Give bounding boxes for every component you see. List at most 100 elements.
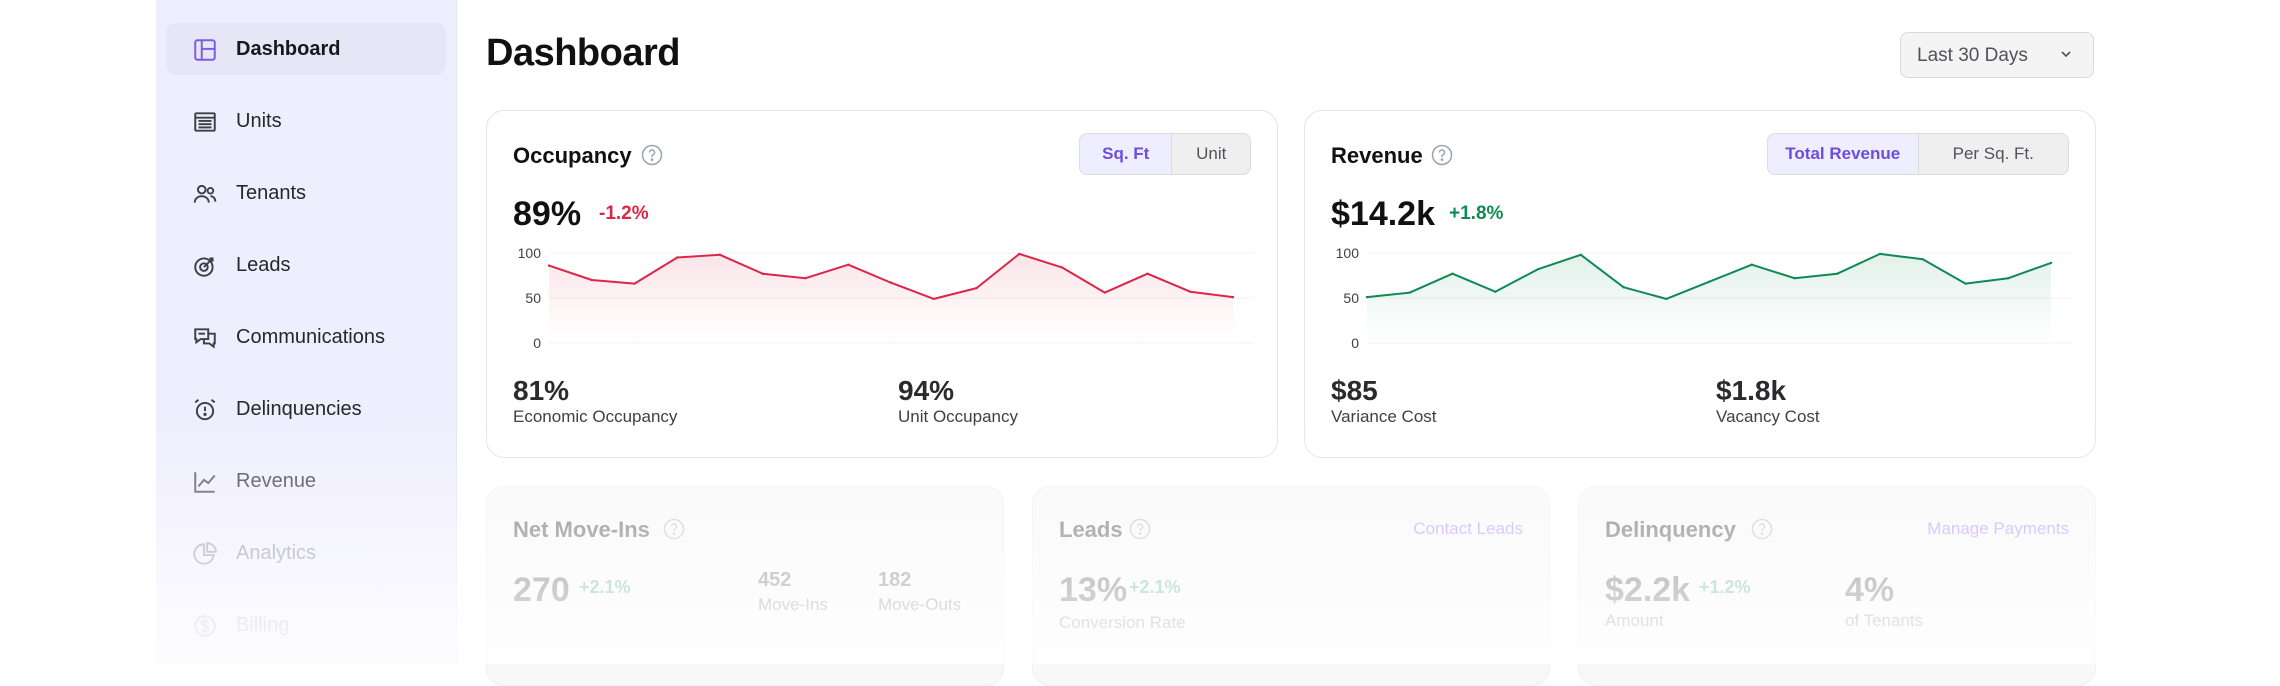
net-move-ins-delta: +2.1%	[579, 577, 631, 597]
users-icon	[192, 181, 218, 207]
manage-payments-link[interactable]: Manage Payments	[1927, 519, 2069, 538]
sidebar-item-revenue[interactable]: Revenue	[166, 455, 446, 507]
data-point	[1836, 272, 1839, 275]
data-point	[1060, 266, 1064, 269]
data-point	[1536, 268, 1540, 271]
data-point	[676, 256, 679, 259]
sidebar-item-label: Billing	[236, 614, 290, 636]
sidebar-item-label: Tenants	[236, 182, 307, 204]
help-icon[interactable]	[1431, 144, 1453, 166]
y-tick-label: 0	[533, 335, 541, 351]
sidebar-item-label: Delinquencies	[236, 398, 362, 420]
help-icon[interactable]	[641, 144, 663, 166]
stat-label: Vacancy Cost	[1716, 407, 1820, 426]
data-point	[1707, 280, 1711, 283]
data-point	[1451, 272, 1454, 275]
y-tick-label: 0	[1351, 335, 1359, 351]
pie-icon	[192, 541, 218, 567]
stat-value: 452	[758, 569, 792, 591]
sidebar-item-dashboard[interactable]: Dashboard	[166, 23, 446, 75]
revenue-value: $14.2k	[1331, 195, 1435, 233]
data-point	[2007, 277, 2010, 280]
data-point	[1793, 277, 1796, 280]
help-icon[interactable]	[1129, 518, 1151, 540]
stat-value: $85	[1331, 375, 1378, 406]
leads-card: Leads Contact Leads 13% +2.1% Conversion…	[1032, 486, 1550, 686]
sidebar-item-billing[interactable]: Billing	[166, 599, 446, 651]
data-point	[547, 264, 551, 267]
sidebar-item-delinquencies[interactable]: Delinquencies	[166, 383, 446, 435]
delinquency-delta: +1.2%	[1699, 577, 1751, 597]
sidebar-item-communications[interactable]: Communications	[166, 311, 446, 363]
delinquency-card: Delinquency Manage Payments $2.2k +1.2% …	[1578, 486, 2096, 686]
sidebar-item-label: Units	[236, 110, 282, 132]
data-point	[932, 297, 935, 301]
stat-label: Move-Outs	[878, 595, 962, 614]
toggle-sqft[interactable]: Sq. Ft	[1080, 134, 1173, 174]
data-point	[1665, 297, 1668, 301]
y-tick-label: 50	[1343, 290, 1359, 306]
card-title: Occupancy	[513, 143, 632, 168]
delinquency-value: $2.2k	[1605, 571, 1691, 609]
help-icon[interactable]	[663, 518, 685, 540]
card-title: Delinquency	[1605, 517, 1736, 542]
messages-icon	[192, 325, 218, 351]
sidebar-item-label: Revenue	[236, 470, 317, 492]
stat-value: 81%	[513, 375, 570, 406]
data-point	[633, 282, 636, 285]
help-icon[interactable]	[1751, 518, 1773, 540]
unit-toggle: Sq. Ft Unit	[1079, 133, 1251, 175]
data-point	[1189, 290, 1192, 293]
occupancy-delta: -1.2%	[599, 203, 649, 224]
date-range-select[interactable]: Last 30 Days	[1900, 32, 2094, 78]
revenue-toggle: Total Revenue Per Sq. Ft.	[1767, 133, 2069, 175]
data-point	[1921, 258, 1924, 261]
data-point	[1750, 263, 1753, 266]
y-tick-label: 100	[518, 247, 542, 261]
stat-label: Variance Cost	[1331, 407, 1437, 426]
stat-value: 4%	[1845, 571, 1895, 609]
area-fill	[549, 253, 1233, 343]
toggle-unit[interactable]: Unit	[1196, 144, 1227, 163]
stat-label: Conversion Rate	[1059, 613, 1186, 632]
sidebar-item-leads[interactable]: Leads	[166, 239, 446, 291]
net-move-ins-value: 270	[513, 571, 570, 609]
revenue-card: Revenue Total Revenue Per Sq. Ft. $14.2k…	[1304, 110, 2096, 458]
occupancy-card: Occupancy Sq. Ft Unit 89% -1.2% 100 50 0 8…	[486, 110, 1278, 458]
sidebar-item-label: Analytics	[236, 542, 317, 564]
date-range-label: Last 30 Days	[1917, 45, 2028, 66]
y-tick-label: 50	[525, 290, 541, 306]
stat-value: 182	[878, 569, 912, 591]
revenue-chart: 100 50 0	[1336, 247, 2071, 351]
page-title: Dashboard	[486, 32, 680, 74]
alarm-icon	[192, 397, 218, 423]
data-point	[1579, 253, 1582, 256]
stat-label: Move-Ins	[758, 595, 828, 614]
data-point	[847, 263, 850, 266]
data-point	[1494, 290, 1497, 293]
y-tick-label: 100	[1336, 247, 1360, 261]
data-point	[1146, 272, 1149, 275]
units-icon	[192, 109, 218, 135]
net-move-ins-card: Net Move-Ins 270 +2.1% 452 Move-Ins 182 …	[486, 486, 1004, 686]
sidebar-item-analytics[interactable]: Analytics	[166, 527, 446, 579]
data-point	[1018, 252, 1021, 256]
sidebar-item-label: Leads	[236, 254, 291, 276]
sidebar-item-label: Dashboard	[236, 38, 341, 60]
data-point	[889, 281, 893, 284]
toggle-per-sqft[interactable]: Per Sq. Ft.	[1952, 144, 2034, 163]
data-point	[1365, 295, 1369, 299]
target-icon	[192, 253, 218, 279]
trend-icon	[192, 469, 218, 495]
data-point	[1878, 252, 1882, 256]
sidebar-item-tenants[interactable]: Tenants	[166, 167, 446, 219]
sidebar-item-units[interactable]: Units	[166, 95, 446, 147]
card-title: Leads	[1059, 517, 1123, 542]
toggle-total-revenue[interactable]: Total Revenue	[1768, 134, 1919, 174]
area-fill	[1367, 253, 2051, 343]
contact-leads-link[interactable]: Contact Leads	[1413, 519, 1523, 538]
stat-label: Amount	[1605, 611, 1664, 630]
revenue-delta: +1.8%	[1449, 203, 1504, 224]
data-point	[1231, 295, 1235, 299]
